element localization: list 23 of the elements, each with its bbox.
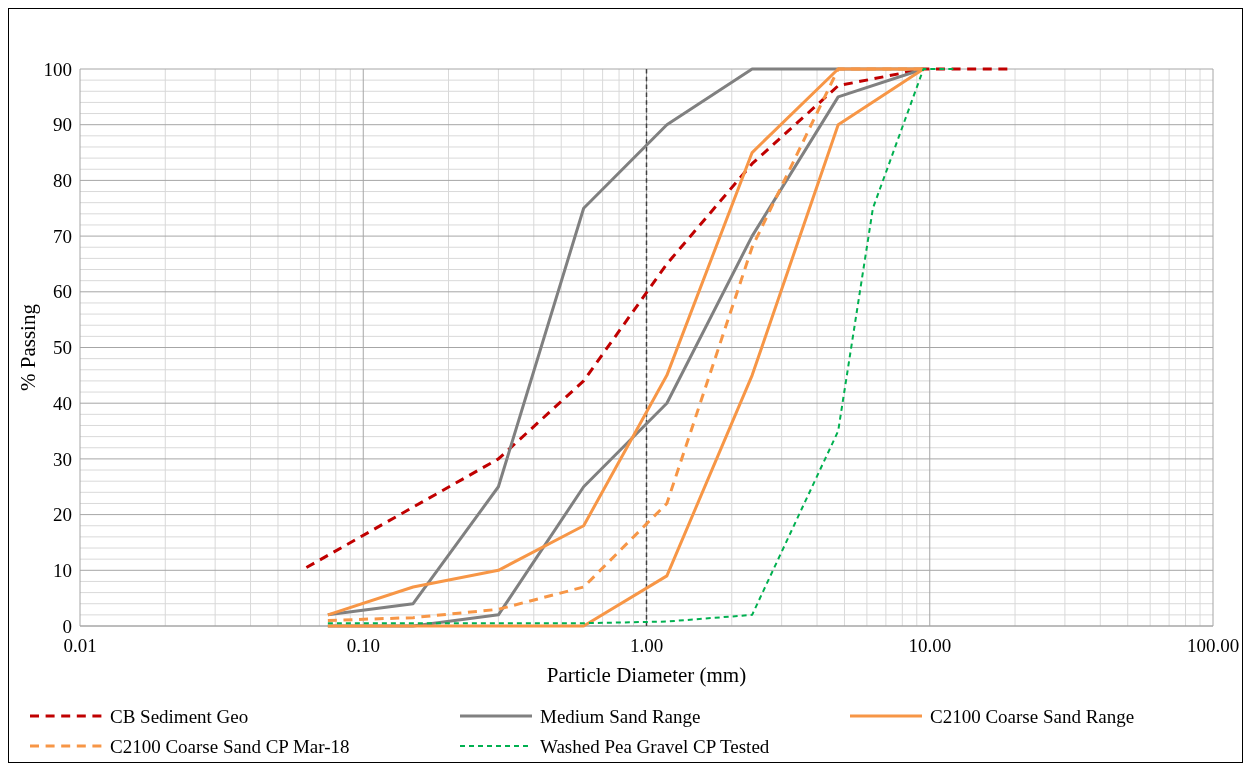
x-tick-label: 1.00 bbox=[629, 635, 664, 656]
legend-label: CB Sediment Geo bbox=[110, 705, 249, 727]
y-tick-label: 0 bbox=[62, 615, 72, 637]
y-tick-label: 30 bbox=[53, 448, 72, 470]
legend-label: Medium Sand Range bbox=[540, 705, 701, 727]
x-tick-label: 0.01 bbox=[63, 635, 97, 656]
y-tick-label: 50 bbox=[53, 337, 72, 359]
x-tick-label: 10.00 bbox=[908, 635, 952, 656]
legend-label: Washed Pea Gravel CP Tested bbox=[540, 735, 770, 757]
y-tick-label: 70 bbox=[53, 225, 72, 247]
legend-label: C2100 Coarse Sand CP Mar-18 bbox=[110, 735, 350, 757]
x-tick-label: 100.00 bbox=[1186, 635, 1240, 656]
x-axis-title: Particle Diameter (mm) bbox=[546, 663, 747, 687]
y-tick-label: 10 bbox=[53, 559, 72, 581]
y-tick-label: 80 bbox=[53, 170, 72, 192]
y-tick-label: 100 bbox=[43, 58, 72, 80]
y-tick-label: 40 bbox=[53, 392, 72, 414]
y-tick-label: 20 bbox=[53, 504, 72, 526]
y-tick-label: 60 bbox=[53, 281, 72, 303]
x-tick-label: 0.10 bbox=[346, 635, 380, 656]
legend-label: C2100 Coarse Sand Range bbox=[930, 705, 1135, 727]
y-tick-label: 90 bbox=[53, 114, 72, 136]
y-axis-title: % Passing bbox=[16, 303, 40, 391]
